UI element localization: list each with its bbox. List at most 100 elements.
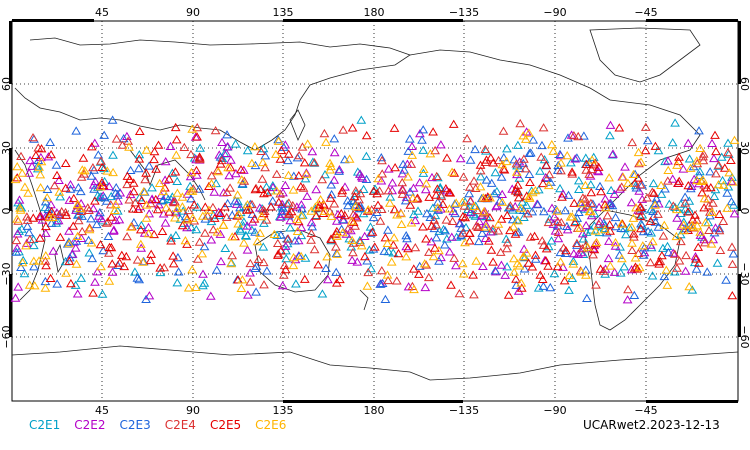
marker-c2e5: [541, 256, 551, 265]
marker-c2e3: [691, 264, 702, 273]
marker-c2e4: [11, 235, 22, 245]
marker-c2e6: [460, 237, 470, 247]
marker-c2e6: [321, 137, 331, 146]
marker-c2e3: [133, 163, 144, 173]
marker-c2e6: [17, 168, 28, 177]
marker-c2e4: [122, 179, 132, 189]
marker-c2e3: [572, 153, 582, 162]
marker-c2e2: [89, 138, 100, 147]
marker-c2e4: [271, 169, 282, 178]
marker-c2e2: [277, 281, 288, 290]
marker-c2e5: [250, 184, 261, 194]
marker-c2e5: [313, 260, 324, 269]
marker-c2e1: [166, 233, 176, 242]
marker-c2e1: [281, 246, 291, 255]
marker-c2e5: [293, 171, 304, 180]
marker-c2e2: [573, 249, 584, 258]
marker-c2e1: [475, 172, 486, 181]
marker-c2e6: [479, 206, 489, 216]
marker-c2e4: [363, 267, 374, 277]
marker-c2e6: [24, 280, 35, 289]
marker-c2e4: [658, 231, 669, 240]
marker-c2e6: [96, 261, 106, 271]
marker-c2e5: [28, 213, 39, 222]
marker-c2e2: [12, 243, 22, 252]
marker-c2e5: [151, 164, 161, 173]
marker-c2e1: [544, 214, 555, 223]
marker-c2e2: [609, 189, 620, 198]
marker-c2e2: [521, 127, 532, 136]
marker-c2e2: [280, 241, 291, 250]
marker-c2e3: [40, 197, 51, 206]
marker-c2e1: [285, 223, 296, 232]
marker-c2e2: [500, 270, 511, 279]
marker-c2e6: [288, 260, 299, 270]
marker-c2e6: [659, 220, 670, 229]
marker-c2e5: [141, 168, 151, 177]
marker-c2e5: [114, 258, 125, 267]
marker-c2e4: [317, 175, 328, 184]
marker-c2e4: [647, 187, 658, 196]
marker-c2e6: [236, 283, 247, 292]
marker-c2e6: [616, 219, 627, 228]
marker-c2e6: [170, 213, 180, 222]
marker-c2e6: [283, 170, 294, 179]
marker-c2e1: [84, 248, 95, 257]
marker-c2e3: [518, 158, 529, 168]
marker-c2e3: [648, 211, 659, 221]
marker-c2e6: [637, 241, 648, 250]
marker-c2e2: [334, 165, 345, 174]
marker-c2e6: [679, 225, 689, 235]
marker-c2e6: [236, 175, 247, 184]
marker-c2e6: [12, 162, 23, 171]
marker-c2e2: [683, 138, 694, 147]
marker-c2e3: [321, 263, 331, 272]
marker-c2e2: [306, 218, 317, 227]
marker-c2e2: [581, 220, 591, 230]
marker-c2e4: [680, 198, 691, 207]
marker-c2e6: [28, 256, 39, 265]
marker-c2e4: [581, 165, 592, 174]
marker-c2e3: [75, 186, 86, 196]
marker-c2e6: [685, 163, 696, 172]
marker-c2e5: [152, 204, 163, 214]
marker-c2e3: [398, 159, 408, 168]
marker-c2e4: [348, 210, 359, 219]
marker-c2e6: [141, 200, 152, 209]
marker-c2e5: [614, 123, 625, 132]
marker-c2e6: [242, 200, 253, 209]
marker-c2e6: [77, 165, 88, 174]
marker-c2e4: [475, 166, 486, 175]
marker-c2e5: [135, 225, 146, 234]
marker-c2e5: [134, 126, 145, 135]
marker-c2e1: [94, 192, 105, 202]
marker-c2e3: [186, 194, 196, 203]
marker-c2e5: [349, 192, 360, 201]
marker-c2e3: [157, 196, 168, 205]
marker-c2e3: [494, 196, 505, 205]
marker-c2e1: [438, 224, 449, 234]
marker-c2e5: [145, 255, 156, 265]
marker-c2e6: [604, 173, 614, 182]
marker-c2e3: [383, 225, 393, 234]
marker-c2e4: [581, 240, 591, 249]
marker-c2e5: [149, 229, 159, 239]
marker-c2e4: [505, 201, 516, 210]
marker-c2e6: [585, 206, 596, 215]
marker-c2e3: [376, 153, 387, 162]
marker-c2e2: [307, 146, 318, 156]
marker-c2e5: [557, 192, 567, 201]
marker-c2e1: [585, 180, 596, 189]
marker-c2e3: [505, 203, 515, 212]
marker-c2e6: [141, 213, 152, 222]
marker-c2e6: [432, 202, 443, 212]
marker-c2e4: [309, 244, 320, 254]
legend-item-c2e5: C2E5: [209, 418, 242, 432]
marker-c2e6: [187, 213, 198, 222]
marker-c2e2: [242, 245, 253, 254]
marker-c2e6: [695, 143, 705, 152]
marker-c2e4: [520, 164, 531, 173]
marker-c2e1: [108, 150, 118, 159]
marker-c2e5: [428, 127, 438, 136]
